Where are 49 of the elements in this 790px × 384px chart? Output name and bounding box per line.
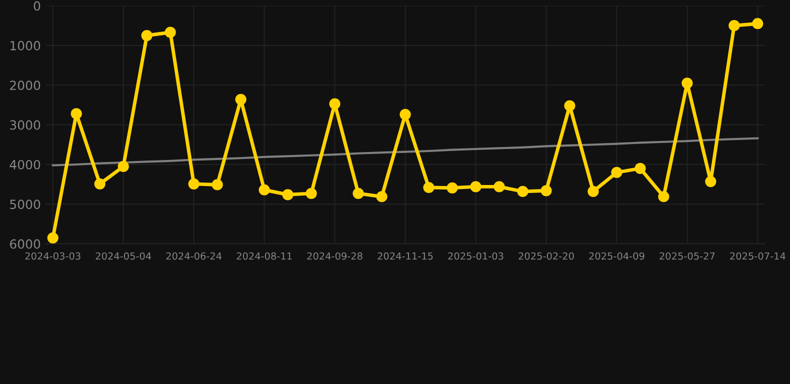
point bbox=[588, 186, 599, 198]
point bbox=[634, 162, 646, 174]
point bbox=[705, 176, 716, 188]
point bbox=[70, 108, 82, 120]
point bbox=[118, 160, 129, 172]
point bbox=[164, 26, 176, 38]
point bbox=[494, 181, 505, 192]
point bbox=[752, 18, 764, 30]
y-tick-label: 0 bbox=[34, 1, 40, 11]
x-tick-label: 2024-06-24 bbox=[166, 252, 222, 260]
point bbox=[423, 182, 434, 194]
point bbox=[212, 179, 223, 190]
point bbox=[517, 186, 528, 198]
point bbox=[352, 188, 364, 199]
point bbox=[306, 188, 317, 199]
y-tick-label: 5000 bbox=[10, 200, 40, 210]
y-tick-label: 6000 bbox=[10, 239, 40, 249]
y-tick-label: 2000 bbox=[10, 80, 40, 90]
y-tick-label: 4000 bbox=[10, 160, 40, 170]
point bbox=[728, 20, 740, 32]
x-tick-label: 2025-05-27 bbox=[660, 252, 715, 260]
point bbox=[282, 189, 294, 200]
point bbox=[94, 178, 106, 190]
point bbox=[188, 178, 200, 190]
x-tick-label: 2025-04-09 bbox=[589, 252, 644, 260]
x-tick-label: 2024-09-28 bbox=[307, 252, 362, 260]
point bbox=[235, 94, 246, 105]
y-tick-label: 1000 bbox=[10, 40, 40, 50]
point bbox=[47, 232, 58, 244]
point bbox=[658, 191, 670, 202]
point bbox=[611, 166, 622, 178]
x-tick-label: 2024-08-11 bbox=[236, 252, 292, 260]
x-tick-label: 2025-01-03 bbox=[448, 252, 504, 260]
point bbox=[329, 98, 340, 110]
point bbox=[564, 100, 576, 112]
point bbox=[141, 30, 152, 42]
point bbox=[540, 185, 552, 196]
point bbox=[682, 78, 693, 89]
x-tick-label: 2025-07-14 bbox=[730, 252, 786, 260]
y-tick-label: 3000 bbox=[10, 120, 40, 130]
point bbox=[258, 184, 270, 196]
x-tick-label: 2024-05-04 bbox=[96, 252, 152, 260]
point bbox=[376, 191, 388, 202]
x-tick-label: 2025-02-20 bbox=[518, 252, 574, 260]
point bbox=[446, 182, 458, 194]
point bbox=[400, 108, 411, 120]
point bbox=[470, 181, 482, 192]
x-tick-label: 2024-11-15 bbox=[378, 252, 433, 260]
x-tick-label: 2024-03-03 bbox=[25, 252, 80, 260]
